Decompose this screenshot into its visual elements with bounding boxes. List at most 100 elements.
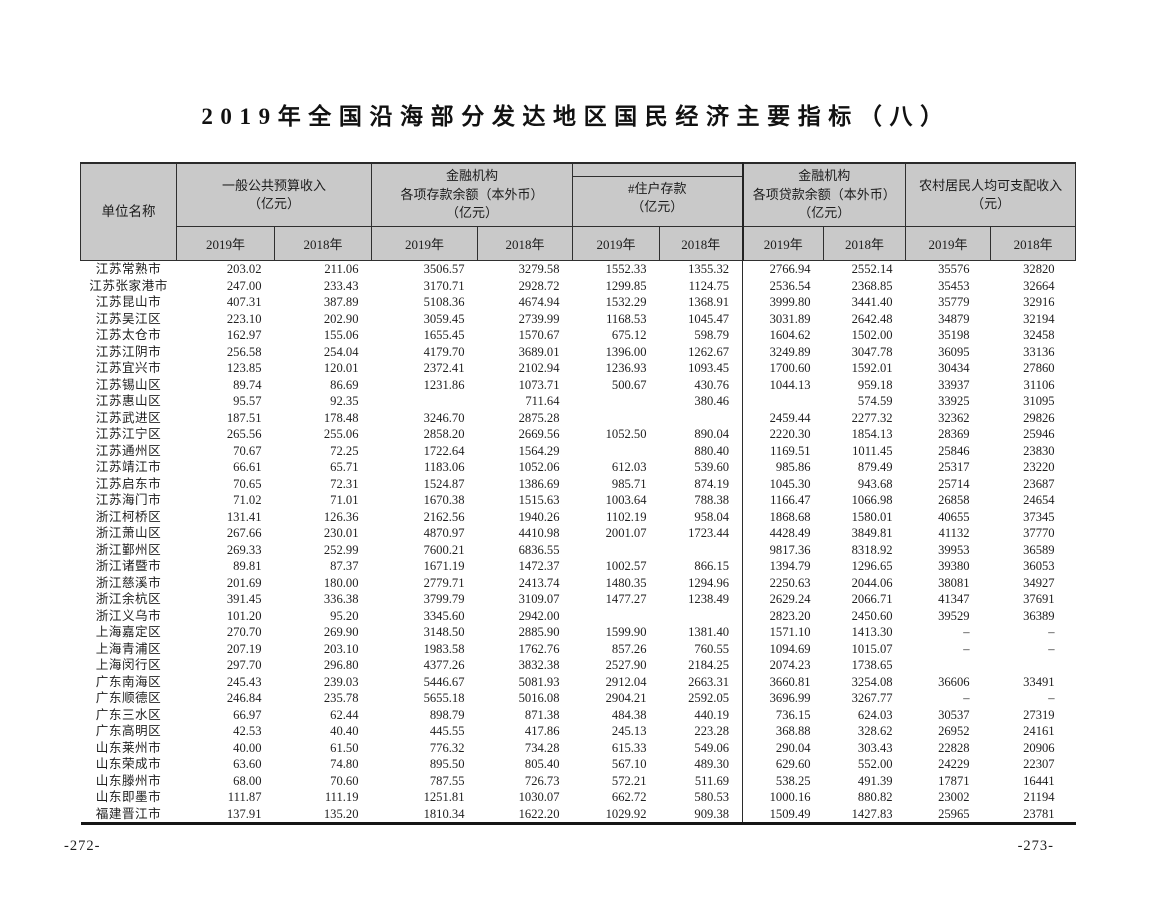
value-cell: 1052.06	[518, 460, 560, 474]
value-cell: 3059.45	[423, 311, 465, 326]
header-year: 2018年	[477, 226, 574, 261]
value-cell: 42.53	[233, 724, 262, 738]
table-row: 山东滕州市 68.00 70.60 787.55 726.73 572.21 511.69 5…	[81, 772, 1076, 789]
value-cell: 711.64	[525, 394, 560, 408]
value-cell: 1502.00	[851, 328, 893, 342]
value-cell: 95.20	[330, 608, 359, 623]
value-cell: 1251.81	[423, 790, 465, 804]
value-cell: 187.51	[226, 410, 262, 425]
value-cell: 23220	[1023, 460, 1055, 474]
value-cell: 1810.34	[423, 806, 465, 821]
value-cell: 368.88	[742, 723, 824, 740]
table-row: 江苏宜兴市 123.85 120.01 2372.41 2102.94 1236.93 10…	[81, 360, 1076, 377]
value-cell: 63.60	[233, 757, 262, 771]
value-cell: 40655	[938, 509, 970, 524]
value-cell	[991, 657, 1076, 674]
region-name-cell: 江苏锡山区	[95, 377, 162, 392]
region-name-cell: 江苏通州区	[95, 443, 162, 458]
value-cell: 2066.71	[851, 592, 893, 606]
value-cell: 1394.79	[742, 558, 824, 575]
value-cell: 1294.96	[688, 575, 730, 590]
value-cell: 37691	[1023, 592, 1055, 606]
region-name-cell: 江苏江宁区	[95, 427, 162, 441]
value-cell: 3441.40	[851, 295, 893, 309]
value-cell: 290.04	[742, 739, 824, 756]
value-cell: 5016.08	[518, 691, 560, 705]
value-cell: 1236.93	[605, 361, 647, 375]
page-number-left: -272-	[64, 838, 101, 854]
table-row: 浙江柯桥区 131.41 126.36 2162.56 1940.26 1102.19 95…	[81, 508, 1076, 525]
value-cell: 87.37	[330, 559, 359, 573]
table-row: 江苏吴江区 223.10 202.90 3059.45 2739.99 1168.53 10…	[81, 310, 1076, 327]
region-name-cell: 山东莱州市	[95, 740, 162, 755]
value-cell: 2536.54	[742, 277, 824, 294]
value-cell: 895.50	[429, 757, 465, 771]
table-row: 江苏海门市 71.02 71.01 1670.38 1515.63 1003.64 788.…	[81, 492, 1076, 509]
value-cell: 9817.36	[742, 541, 824, 558]
value-cell: 1655.45	[423, 328, 465, 342]
value-cell: 2220.30	[742, 426, 824, 443]
value-cell: 25317	[938, 460, 970, 474]
value-cell: 3832.38	[518, 658, 560, 672]
value-cell: –	[963, 691, 970, 705]
page-number-right: -273-	[1017, 838, 1054, 854]
value-cell: 5655.18	[423, 691, 465, 705]
value-cell: 239.03	[323, 674, 359, 689]
region-name-cell: 浙江诸暨市	[95, 559, 162, 573]
value-cell: 89.74	[233, 377, 262, 392]
header-year: 2019年	[905, 226, 992, 261]
value-cell: 2642.48	[851, 311, 893, 326]
value-cell: 1011.45	[852, 443, 893, 458]
value-cell: –	[1048, 625, 1055, 639]
table-row: 江苏太仓市 162.97 155.06 1655.45 1570.67 675.12 598…	[81, 327, 1076, 344]
region-name-cell: 山东荣成市	[95, 757, 162, 771]
value-cell: 1386.69	[518, 476, 560, 491]
value-cell: 131.41	[226, 509, 262, 524]
value-cell: 880.40	[694, 443, 730, 458]
value-cell: 2450.60	[851, 608, 893, 623]
value-cell: 1480.35	[605, 575, 647, 590]
value-cell: 2912.04	[605, 674, 647, 689]
value-cell: 36606	[938, 674, 970, 689]
region-name-cell: 上海青浦区	[95, 641, 162, 656]
value-cell: 40.00	[233, 740, 262, 755]
table-header: 单位名称 一般公共预算收入 （亿元） 金融机构 各项存款余额（本外币） （亿元）…	[80, 162, 1077, 261]
table-row: 上海闵行区 297.70 296.80 4377.26 3832.38 2527.90 21…	[81, 657, 1076, 674]
value-cell: 2823.20	[742, 607, 824, 624]
value-cell: 5446.67	[423, 674, 465, 689]
value-cell: 2766.94	[742, 260, 824, 278]
value-cell: 1381.40	[688, 625, 730, 639]
value-cell: 2527.90	[605, 658, 647, 672]
table-row: 江苏张家港市 247.00 233.43 3170.71 2928.72 1299.85 1…	[81, 277, 1076, 294]
value-cell: 500.67	[611, 377, 647, 392]
value-cell: 25965	[938, 806, 970, 821]
value-cell: 1093.45	[688, 361, 730, 375]
value-cell: 574.59	[857, 394, 893, 408]
value-cell: 2885.90	[518, 625, 560, 639]
value-cell: 2779.71	[423, 575, 465, 590]
value-cell: 36053	[1023, 559, 1055, 573]
value-cell: 985.71	[611, 476, 647, 491]
value-cell: 70.60	[330, 773, 359, 788]
value-cell: 3696.99	[742, 690, 824, 707]
value-cell: 776.32	[429, 740, 465, 755]
value-cell: 3267.77	[851, 691, 893, 705]
value-cell: 33136	[1023, 344, 1055, 359]
region-name-cell: 山东即墨市	[95, 790, 162, 804]
value-cell: 1622.20	[518, 806, 560, 821]
value-cell: 33491	[1023, 674, 1055, 689]
value-cell: 734.28	[524, 740, 560, 755]
value-cell: 65.71	[330, 460, 359, 474]
value-cell: 3249.89	[742, 343, 824, 360]
table-row: 上海青浦区 207.19 203.10 1983.58 1762.76 857.26 760…	[81, 640, 1076, 657]
value-cell: 3109.07	[518, 592, 560, 606]
value-cell: 1509.49	[742, 805, 824, 824]
value-cell: 296.80	[323, 658, 359, 672]
value-cell: 1045.30	[742, 475, 824, 492]
value-cell: 909.38	[694, 806, 730, 821]
region-name-cell: 上海嘉定区	[95, 625, 162, 639]
value-cell: 489.30	[694, 757, 730, 771]
value-cell: 36095	[938, 344, 970, 359]
table-row: 江苏靖江市 66.61 65.71 1183.06 1052.06 612.03 539.6…	[81, 459, 1076, 476]
